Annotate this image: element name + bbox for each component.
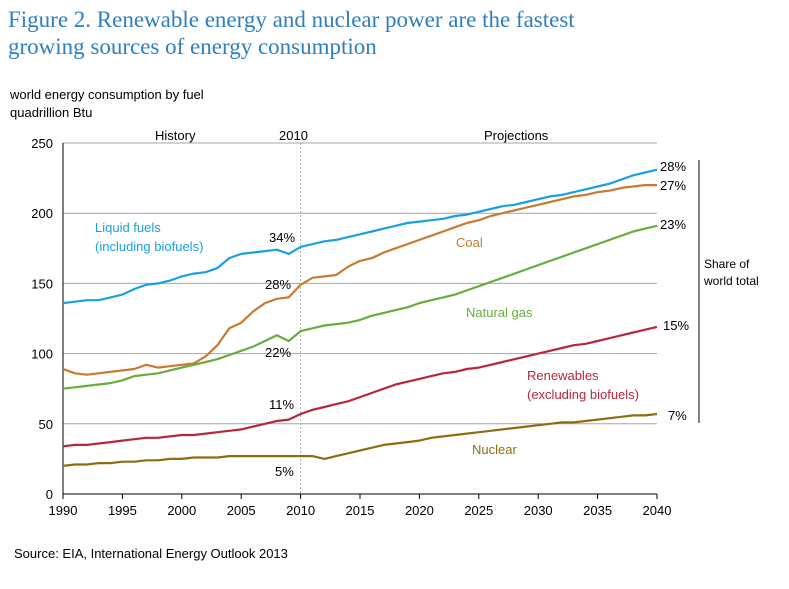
- y-tick-label-150: 150: [31, 276, 53, 291]
- x-tick-label-2010: 2010: [286, 503, 315, 518]
- share-label-line-1: Share of: [704, 257, 750, 271]
- series-line-nuclear: [62, 412, 658, 467]
- x-tick-label-1990: 1990: [49, 503, 78, 518]
- x-tick-label-2030: 2030: [524, 503, 553, 518]
- x-tick-label-2020: 2020: [405, 503, 434, 518]
- history-label: History: [155, 128, 196, 143]
- share-2010-liquid: 34%: [269, 230, 295, 245]
- share-2010-gas: 22%: [265, 345, 291, 360]
- x-tick-label-2005: 2005: [227, 503, 256, 518]
- share-2040-coal: 27%: [660, 178, 686, 193]
- y-tick-label-0: 0: [46, 487, 53, 502]
- y-tick-label-50: 50: [39, 417, 53, 432]
- share-2040-nuclear: 7%: [668, 408, 687, 423]
- x-tick-label-1995: 1995: [108, 503, 137, 518]
- series-line-renewables: [62, 325, 658, 448]
- series-label-liquid-line-1: Liquid fuels: [95, 220, 161, 235]
- y-tick-label-200: 200: [31, 206, 53, 221]
- share-2010-coal: 28%: [265, 277, 291, 292]
- series-label-liquid-line-2: (including biofuels): [95, 239, 203, 254]
- y-axis-label-line-1: world energy consumption by fuel: [9, 87, 204, 102]
- series-label-coal: Coal: [456, 235, 483, 250]
- share-2040-liquid: 28%: [660, 159, 686, 174]
- x-tick-label-2025: 2025: [464, 503, 493, 518]
- share-2040-renewables: 15%: [663, 318, 689, 333]
- series-label-nuclear: Nuclear: [472, 442, 517, 457]
- projections-label: Projections: [484, 128, 549, 143]
- x-tick-label-2035: 2035: [583, 503, 612, 518]
- series-label-renewables-line-2: (excluding biofuels): [527, 387, 639, 402]
- source-note: Source: EIA, International Energy Outloo…: [14, 546, 288, 561]
- x-tick-label-2040: 2040: [643, 503, 672, 518]
- y-axis-label-line-2: quadrillion Btu: [10, 105, 92, 120]
- share-2010-nuclear: 5%: [275, 464, 294, 479]
- series-line-coal: [62, 184, 657, 376]
- share-2010-renewables: 11%: [269, 397, 294, 412]
- axes: [62, 143, 658, 499]
- series-line-gas: [62, 224, 658, 390]
- y-tick-label-100: 100: [31, 347, 53, 362]
- series-label-gas: Natural gas: [466, 305, 533, 320]
- year-2010-label: 2010: [279, 128, 308, 143]
- series-lines: [62, 168, 658, 467]
- series-label-renewables-line-1: Renewables: [527, 368, 599, 383]
- y-tick-label-250: 250: [31, 136, 53, 151]
- x-tick-label-2015: 2015: [346, 503, 375, 518]
- gridlines: [63, 142, 657, 425]
- figure-title-line-2: growing sources of energy consumption: [8, 34, 377, 59]
- share-label-line-2: world total: [703, 274, 759, 288]
- tick-labels: 0 50 100 150 200 250 1990 1995 2000 2005 2010 2015 2…: [31, 136, 671, 518]
- series-line-liquid: [62, 168, 658, 305]
- figure-title-line-1: Figure 2. Renewable energy and nuclear p…: [8, 7, 575, 32]
- share-2040-gas: 23%: [660, 217, 686, 232]
- x-tick-label-2000: 2000: [167, 503, 196, 518]
- figure-title: Figure 2. Renewable energy and nuclear p…: [8, 6, 778, 60]
